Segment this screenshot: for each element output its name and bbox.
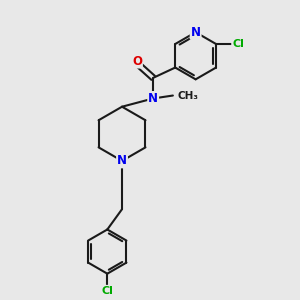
Text: N: N <box>148 92 158 105</box>
Text: N: N <box>190 26 201 39</box>
Text: Cl: Cl <box>101 286 113 296</box>
Text: Cl: Cl <box>232 39 244 49</box>
Text: N: N <box>117 154 127 167</box>
Text: O: O <box>132 55 142 68</box>
Text: CH₃: CH₃ <box>178 91 199 100</box>
